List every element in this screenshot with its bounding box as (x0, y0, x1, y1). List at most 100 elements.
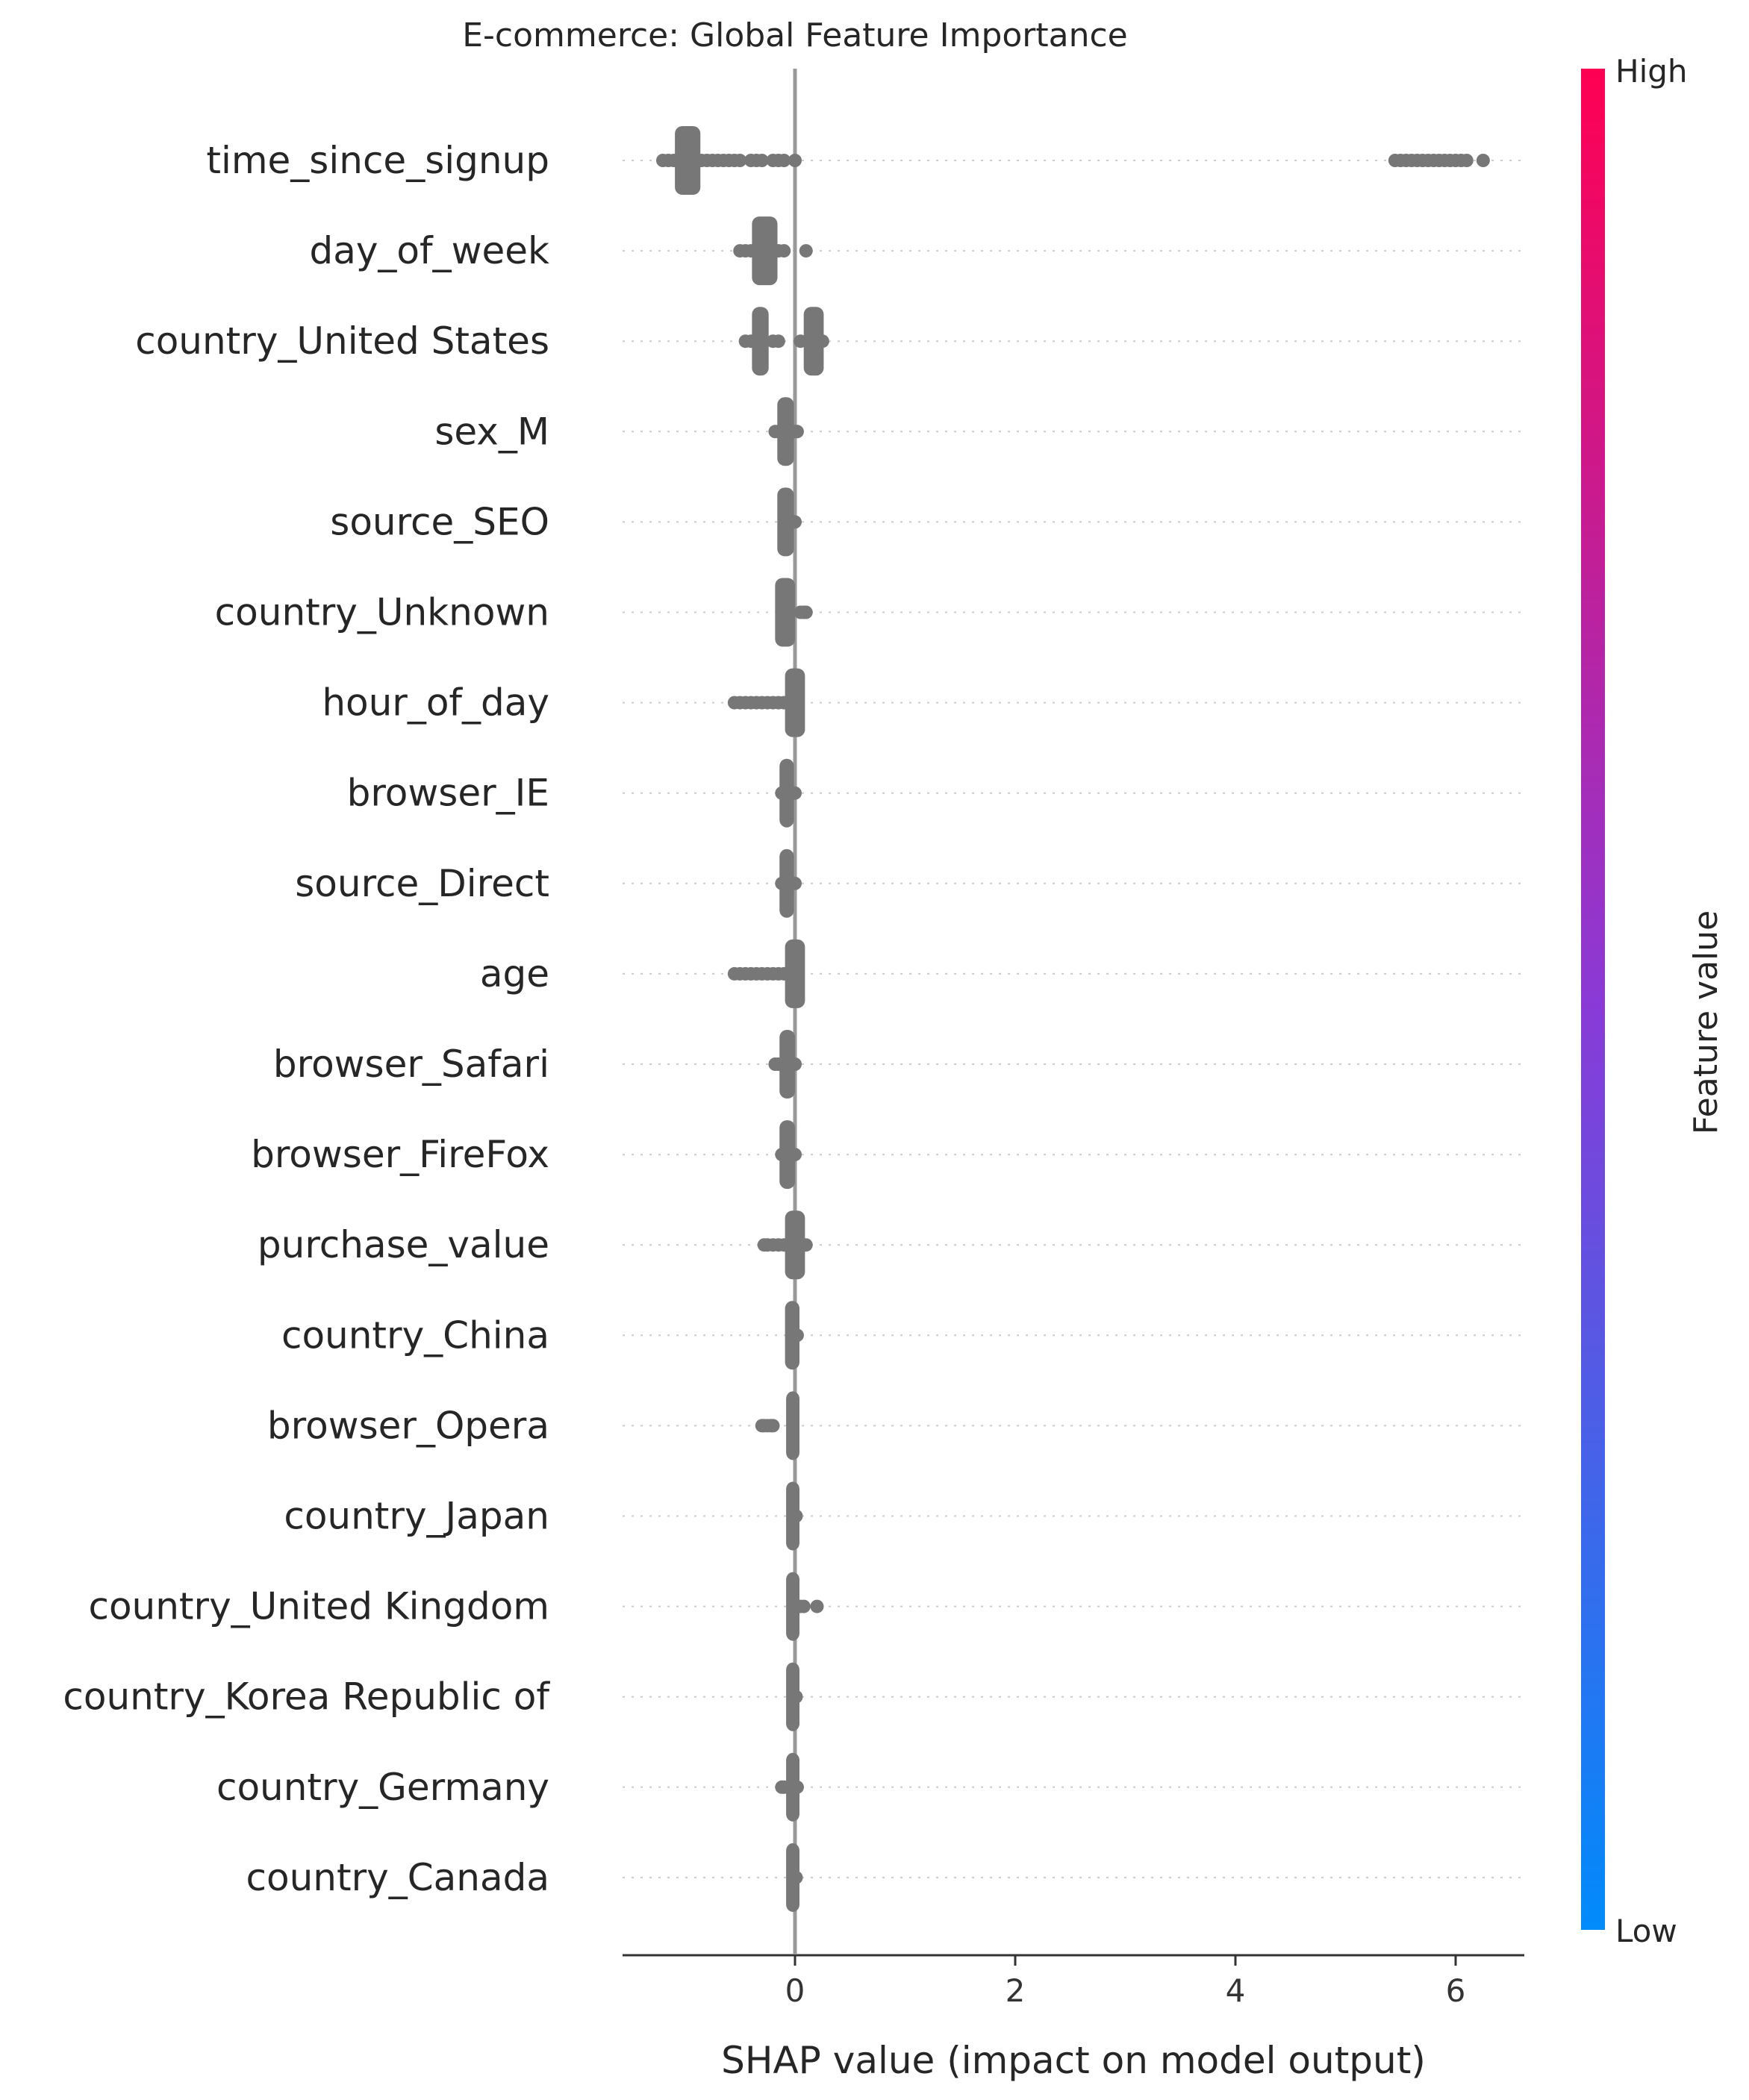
x-tick-label: 6 (1446, 1972, 1466, 2009)
shap-point (799, 605, 813, 619)
shap-point (815, 334, 829, 349)
shap-point (1459, 154, 1474, 167)
shap-point-cluster (752, 216, 778, 286)
feature-points (775, 758, 802, 828)
feature-rows: time_since_signup day_of_week country_Unit… (63, 139, 1524, 1899)
shap-point (775, 876, 789, 890)
shap-point (790, 425, 804, 439)
feature-points (775, 1120, 802, 1190)
shap-point-cluster (779, 1030, 796, 1099)
shap-point (771, 334, 785, 349)
shap-point (775, 786, 789, 800)
feature-label: sex_M (434, 410, 549, 453)
shap-point (777, 696, 791, 710)
feature-points (775, 1752, 804, 1822)
shap-point (788, 154, 802, 167)
colorbar-title: Feature value (1687, 910, 1725, 1134)
shap-point-cluster (675, 126, 701, 195)
feature-label: country_China (281, 1313, 549, 1357)
feature-label: browser_IE (347, 772, 549, 815)
shap-point (788, 1148, 802, 1162)
x-axis: 0 2 4 6 SHAP value (impact on model output) (623, 1954, 1524, 2082)
feature-label: source_SEO (330, 500, 549, 543)
shap-point (777, 154, 791, 167)
shap-point (1476, 154, 1490, 167)
feature-label: age (480, 952, 549, 996)
feature-label: day_of_week (309, 229, 549, 272)
colorbar-low-label: Low (1615, 1913, 1677, 1949)
x-axis-ticks: 0 2 4 6 (785, 1955, 1466, 2009)
shap-point-cluster (785, 939, 805, 1008)
shap-point (789, 1690, 803, 1704)
shap-point (799, 1238, 813, 1252)
feature-label: hour_of_day (322, 681, 549, 725)
feature-points (786, 1843, 803, 1912)
shap-point (790, 1328, 804, 1343)
feature-points (785, 1301, 804, 1370)
feature-points (786, 1662, 803, 1731)
shap-point (790, 1780, 804, 1794)
feature-label: purchase_value (258, 1223, 549, 1266)
feature-label: country_United States (135, 319, 549, 363)
feature-points (775, 578, 813, 647)
shap-point (788, 1057, 802, 1071)
feature-points (727, 939, 805, 1008)
shap-point (777, 966, 791, 981)
feature-points (727, 668, 805, 737)
x-tick-label: 2 (1006, 1972, 1026, 2009)
shap-point (744, 334, 758, 349)
shap-point (777, 1238, 791, 1252)
colorbar-gradient (1581, 69, 1605, 1930)
shap-point (771, 425, 785, 439)
shap-point (777, 1780, 791, 1794)
shap-point-cluster (785, 668, 805, 737)
feature-label: country_Korea Republic of (63, 1675, 550, 1719)
feature-points (656, 126, 1490, 195)
shap-point (777, 244, 791, 258)
shap-point-cluster (752, 307, 769, 376)
shap-point-cluster (786, 1391, 799, 1460)
shap-point (788, 515, 802, 529)
shap-point-cluster (803, 307, 824, 376)
shap-point (810, 1599, 824, 1613)
feature-points (768, 397, 804, 466)
shap-point-cluster (777, 397, 794, 466)
shap-point (771, 1057, 785, 1071)
feature-label: country_Canada (246, 1856, 549, 1899)
feature-points (757, 1210, 813, 1280)
shap-point (744, 244, 758, 258)
shap-point (789, 1509, 803, 1523)
feature-label: country_Germany (216, 1766, 549, 1809)
chart-title: E-commerce: Global Feature Importance (462, 16, 1128, 54)
shap-points (656, 126, 1490, 1912)
feature-points (786, 1572, 824, 1641)
shap-point (667, 154, 681, 167)
shap-point (766, 1419, 780, 1433)
feature-points (786, 1481, 803, 1551)
feature-label: source_Direct (295, 862, 549, 905)
shap-point (755, 154, 769, 167)
feature-label: browser_Safari (273, 1043, 549, 1086)
feature-points (775, 849, 802, 918)
feature-label: browser_FireFox (251, 1133, 549, 1176)
shap-point (794, 334, 808, 349)
shap-point (788, 786, 802, 800)
shap-point (799, 244, 813, 258)
shap-point-cluster (786, 1572, 799, 1641)
shap-point-cluster (777, 487, 794, 557)
x-axis-label: SHAP value (impact on model output) (721, 2039, 1426, 2082)
shap-point (775, 1148, 789, 1162)
shap-point (788, 876, 802, 890)
shap-point-cluster (775, 578, 796, 647)
shap-point (733, 154, 747, 167)
feature-points (733, 216, 813, 286)
feature-label: time_since_signup (206, 139, 549, 182)
colorbar: High Low Feature value (1581, 53, 1725, 1949)
x-tick-label: 0 (785, 1972, 805, 2009)
feature-label: country_Unknown (215, 591, 549, 634)
x-tick-label: 4 (1226, 1972, 1246, 2009)
shap-point (789, 1870, 803, 1884)
colorbar-high-label: High (1615, 53, 1688, 90)
shap-point (796, 1599, 811, 1613)
